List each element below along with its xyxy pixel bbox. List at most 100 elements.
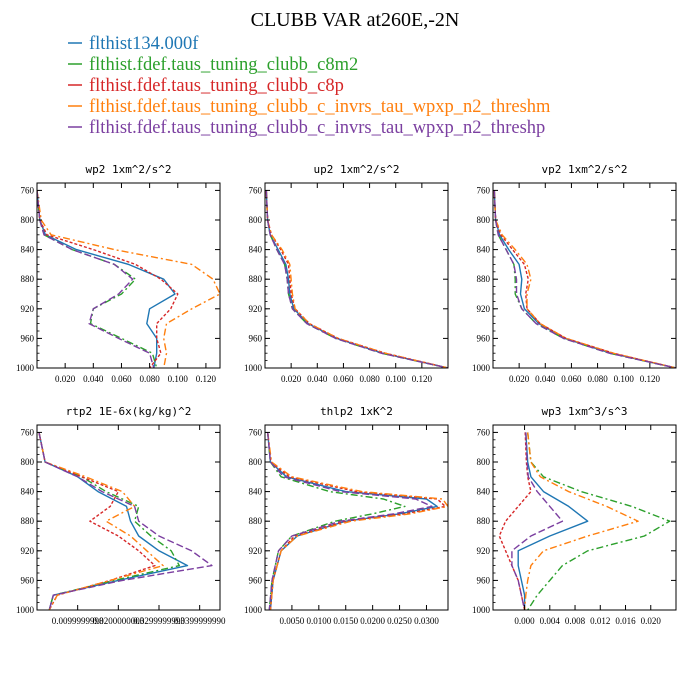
plot-frame [264, 424, 449, 611]
y-tick-label: 760 [21, 185, 35, 195]
panel-title: wp2 1xm^2/s^2 [85, 163, 171, 176]
x-tick-label: 0.040 [535, 374, 556, 384]
panel-title: up2 1xm^2/s^2 [313, 163, 399, 176]
series-line [38, 432, 213, 610]
y-tick-label: 800 [21, 457, 35, 467]
x-tick-label: 0.080 [587, 374, 608, 384]
x-tick-label: 0.0250 [387, 616, 412, 626]
y-tick-label: 920 [249, 304, 263, 314]
series-line [38, 432, 189, 610]
x-tick-label: 0.000 [514, 616, 535, 626]
series-group [265, 190, 448, 368]
series-line [38, 432, 156, 610]
y-tick-label: 1000 [244, 363, 263, 373]
panel-2: vp2 1xm^2/s^2 760 800 840 880 920 960 1000 0.020… [472, 163, 677, 384]
y-tick-label: 920 [477, 304, 491, 314]
y-tick-label: 1000 [244, 605, 263, 615]
y-tick-label: 1000 [16, 605, 35, 615]
series-line [493, 190, 676, 368]
y-tick-label: 760 [21, 427, 35, 437]
x-tick-label: 0.040 [83, 374, 104, 384]
y-tick-label: 800 [21, 215, 35, 225]
x-tick-label: 0.020 [281, 374, 302, 384]
y-tick-label: 920 [477, 546, 491, 556]
x-tick-label: 0.016 [615, 616, 636, 626]
x-tick-label: 0.060 [111, 374, 132, 384]
y-tick-label: 760 [249, 427, 263, 437]
series-line [265, 190, 448, 368]
y-tick-label: 880 [21, 516, 35, 526]
y-tick-label: 760 [477, 185, 491, 195]
series-line [38, 432, 164, 610]
series-group [37, 190, 220, 368]
panel-title: vp2 1xm^2/s^2 [541, 163, 627, 176]
y-tick-label: 840 [249, 487, 263, 497]
panel-title: wp3 1xm^3/s^3 [541, 405, 627, 418]
y-tick-label: 880 [477, 516, 491, 526]
x-tick-label: 0.008 [565, 616, 586, 626]
x-tick-label: 0.0200 [360, 616, 385, 626]
series-line [37, 190, 220, 368]
legend-label: flthist.fdef.taus_tuning_clubb_c_invrs_t… [89, 118, 545, 138]
y-tick-label: 800 [249, 457, 263, 467]
series-line [267, 432, 438, 610]
series-line [267, 432, 406, 610]
plot-frame [36, 424, 221, 611]
plot-frame [36, 182, 221, 369]
y-tick-label: 1000 [472, 605, 491, 615]
y-tick-label: 960 [21, 575, 35, 585]
y-tick-label: 840 [21, 487, 35, 497]
series-line [493, 190, 676, 368]
panel-5: wp3 1xm^3/s^3 760 800 840 880 920 960 1000 0.000… [472, 405, 677, 626]
y-tick-label: 840 [21, 245, 35, 255]
y-tick-label: 960 [249, 575, 263, 585]
series-line [267, 432, 446, 610]
plot-frame [264, 182, 449, 369]
plot-frame [492, 182, 677, 369]
y-tick-label: 880 [249, 516, 263, 526]
x-tick-label: 0.080 [359, 374, 380, 384]
series-line [265, 190, 448, 368]
y-tick-label: 960 [21, 333, 35, 343]
y-tick-label: 800 [477, 457, 491, 467]
x-tick-label: 0.0100 [306, 616, 331, 626]
y-tick-label: 800 [249, 215, 263, 225]
x-tick-label: 0.0299999993 [133, 616, 185, 626]
x-tick-label: 0.040 [307, 374, 328, 384]
x-tick-label: 0.012 [590, 616, 610, 626]
series-line [511, 432, 564, 610]
y-tick-label: 920 [249, 546, 263, 556]
y-tick-label: 840 [477, 245, 491, 255]
y-tick-label: 840 [477, 487, 491, 497]
x-tick-label: 0.0150 [333, 616, 358, 626]
series-line [498, 432, 532, 610]
x-tick-label: 0.060 [561, 374, 582, 384]
series-line [267, 432, 448, 610]
x-tick-label: 0.120 [412, 374, 433, 384]
y-tick-label: 960 [249, 333, 263, 343]
series-line [37, 190, 155, 368]
series-line [493, 190, 676, 368]
y-tick-label: 760 [249, 185, 263, 195]
series-group [38, 432, 213, 610]
y-tick-label: 800 [477, 215, 491, 225]
figure-title: CLUBB VAR at260E,-2N [251, 9, 460, 31]
legend-label: flthist.fdef.taus_tuning_clubb_c8m2 [89, 55, 358, 75]
y-tick-label: 1000 [16, 363, 35, 373]
series-line [523, 432, 639, 610]
y-tick-label: 760 [477, 427, 491, 437]
x-tick-label: 0.004 [540, 616, 561, 626]
series-line [37, 190, 176, 368]
x-tick-label: 0.120 [640, 374, 661, 384]
series-line [38, 432, 181, 610]
x-tick-label: 0.0099999998 [52, 616, 104, 626]
x-tick-label: 0.100 [168, 374, 189, 384]
series-line [37, 190, 158, 368]
series-line [37, 190, 179, 368]
y-tick-label: 1000 [472, 363, 491, 373]
x-tick-label: 0.100 [614, 374, 635, 384]
y-tick-label: 960 [477, 333, 491, 343]
series-group [498, 432, 671, 610]
